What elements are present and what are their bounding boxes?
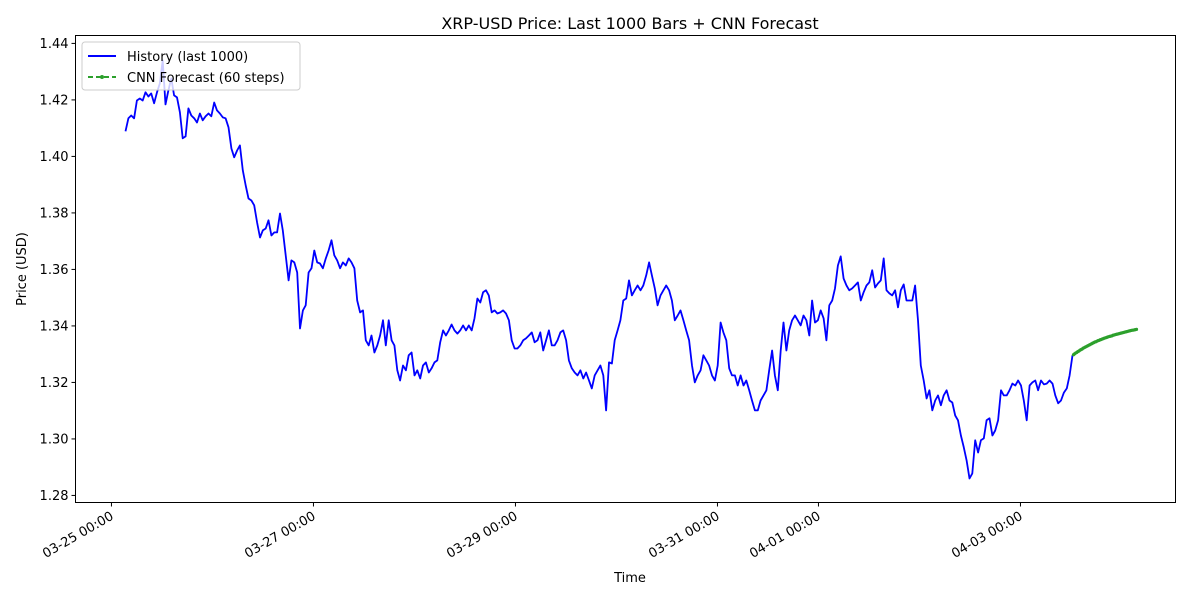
y-tick-label: 1.36 xyxy=(40,263,69,278)
y-tick-label: 1.40 xyxy=(40,150,69,165)
history-line xyxy=(124,59,1074,480)
y-tick-label: 1.28 xyxy=(40,489,69,504)
plot-lines xyxy=(124,59,1139,480)
y-axis-ticks: 1.28 1.30 1.32 1.34 1.36 1.38 1.40 1.42 1.44 xyxy=(40,37,76,504)
y-tick-label: 1.34 xyxy=(40,319,69,334)
y-tick-label: 1.44 xyxy=(40,37,69,52)
chart-title: XRP-USD Price: Last 1000 Bars + CNN Fore… xyxy=(441,14,818,33)
legend: History (last 1000) CNN Forecast (60 ste… xyxy=(81,41,301,91)
legend-forecast-marker xyxy=(100,75,104,79)
y-tick-label: 1.38 xyxy=(40,206,69,221)
legend-history-label: History (last 1000) xyxy=(127,50,248,65)
legend-forecast-label: CNN Forecast (60 steps) xyxy=(127,71,285,86)
legend-box xyxy=(81,41,301,91)
y-axis-label: Price (USD) xyxy=(15,232,30,306)
y-tick-label: 1.42 xyxy=(40,93,69,108)
y-tick-label: 1.30 xyxy=(40,432,69,447)
x-axis-label: Time xyxy=(613,571,646,586)
forecast-point xyxy=(1134,327,1139,331)
y-tick-label: 1.32 xyxy=(40,376,69,391)
